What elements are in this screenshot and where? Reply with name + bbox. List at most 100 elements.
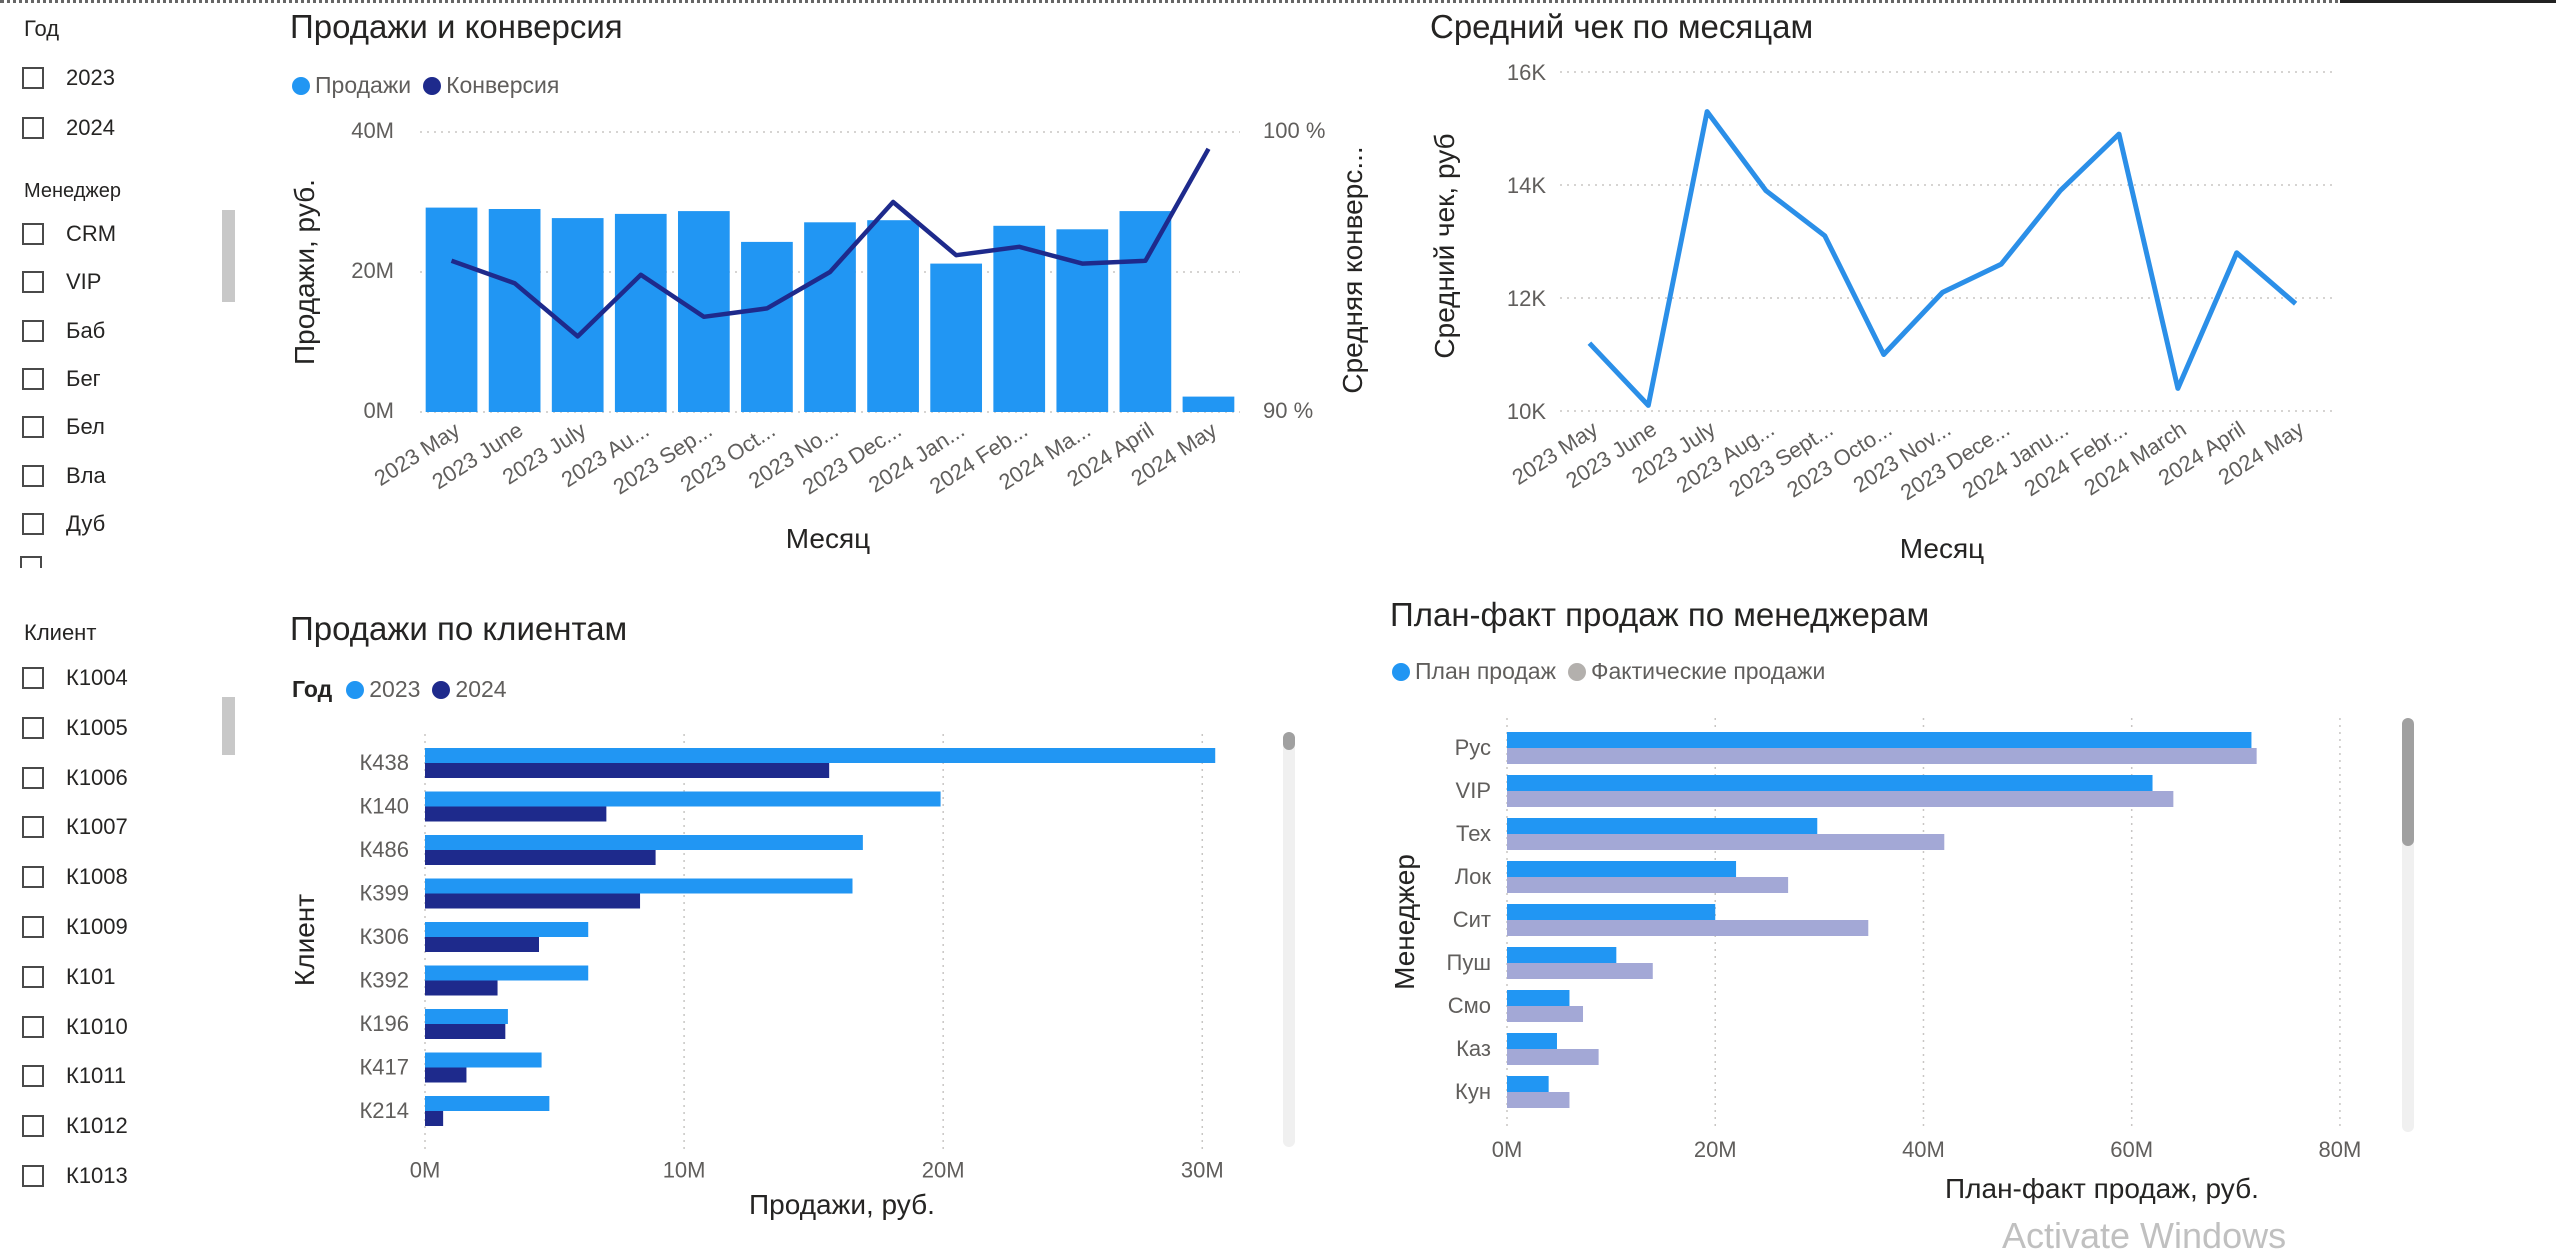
client-slicer-item[interactable]: К1011 bbox=[22, 1060, 126, 1092]
chart1-ylabel: Продажи, руб. bbox=[289, 179, 320, 365]
chart3-ytick: К486 bbox=[359, 837, 409, 862]
chart3-sales-by-client: Клиент Продажи, руб. 0M 10M 20M 30M К438 К140… bbox=[289, 734, 1224, 1220]
manager-slicer-label: Вла bbox=[66, 462, 106, 488]
client-slicer-checkbox[interactable] bbox=[22, 816, 44, 839]
client-slicer-checkbox[interactable] bbox=[22, 716, 44, 739]
manager-slicer-item[interactable]: Бег bbox=[22, 363, 101, 395]
chart3-ytick: К392 bbox=[359, 968, 409, 993]
client-slicer-item[interactable]: К101 bbox=[22, 961, 116, 993]
chart3-bar bbox=[425, 835, 863, 850]
manager-slicer-checkbox[interactable] bbox=[22, 271, 44, 294]
legend-item-plan[interactable]: План продаж bbox=[1392, 658, 1556, 685]
manager-slicer-scrollbar[interactable] bbox=[222, 210, 235, 302]
client-slicer-checkbox[interactable] bbox=[22, 1015, 44, 1038]
client-slicer-checkbox[interactable] bbox=[22, 667, 44, 689]
chart3-xtick: 0M bbox=[410, 1158, 441, 1183]
chart4-ytick: VIP bbox=[1456, 778, 1491, 803]
legend-title-year: Год bbox=[292, 676, 333, 702]
chart4-bar bbox=[1507, 963, 1653, 979]
legend-item-2023[interactable]: 2023 bbox=[346, 676, 420, 703]
client-slicer-item[interactable]: К1005 bbox=[22, 712, 128, 744]
chart1-bar bbox=[1182, 396, 1235, 412]
chart4-ytick: Лок bbox=[1455, 864, 1492, 889]
client-slicer-item[interactable]: К1008 bbox=[22, 861, 128, 893]
chart4-title: План-факт продаж по менеджерам bbox=[1390, 596, 1930, 633]
chart4-bar bbox=[1507, 904, 1716, 920]
manager-slicer-checkbox[interactable] bbox=[22, 512, 44, 535]
manager-slicer-checkbox[interactable] bbox=[22, 464, 44, 487]
client-slicer-checkbox[interactable] bbox=[22, 916, 44, 938]
chart1-conversion-line bbox=[450, 147, 1211, 339]
manager-slicer-item[interactable]: VIP bbox=[22, 266, 101, 298]
legend-dot-2024 bbox=[432, 680, 451, 699]
chart1-bar bbox=[425, 207, 478, 412]
chart3-ytick: К399 bbox=[359, 881, 409, 906]
chart3-xtick: 20M bbox=[922, 1158, 965, 1183]
manager-slicer-label: Дуб bbox=[66, 510, 106, 536]
chart1-xlabel: Месяц bbox=[786, 523, 870, 554]
chart4-scrollbar-thumb[interactable] bbox=[2402, 718, 2414, 846]
client-slicer-item[interactable]: К1012 bbox=[22, 1110, 128, 1142]
manager-slicer-label: Баб bbox=[66, 317, 106, 343]
client-slicer-item[interactable]: К1004 bbox=[22, 662, 128, 694]
manager-slicer-item[interactable]: Бел bbox=[22, 411, 105, 443]
chart3-xlabel: Продажи, руб. bbox=[749, 1189, 935, 1220]
chart3-ytick: К140 bbox=[359, 794, 409, 819]
client-slicer-item[interactable]: К1013 bbox=[22, 1160, 128, 1192]
chart4-bar bbox=[1507, 1076, 1549, 1092]
chart1-bar bbox=[993, 225, 1046, 412]
chart4-bar bbox=[1507, 861, 1737, 877]
chart4-ytick: Сит bbox=[1453, 907, 1491, 932]
client-slicer-checkbox[interactable] bbox=[22, 965, 44, 988]
chart3-ytick: К196 bbox=[359, 1011, 409, 1036]
year-slicer-label: 2023 bbox=[66, 65, 115, 90]
manager-slicer-item[interactable]: CRM bbox=[22, 218, 116, 250]
top-border-right bbox=[2340, 0, 2556, 3]
chart4-bar bbox=[1507, 748, 2257, 764]
manager-slicer-item[interactable]: Баб bbox=[22, 315, 105, 347]
year-slicer-item[interactable]: 2024 bbox=[22, 112, 115, 144]
client-slicer-item[interactable]: К1006 bbox=[22, 762, 128, 794]
chart3-scrollbar-track[interactable] bbox=[1283, 732, 1295, 1147]
manager-slicer-item[interactable]: Дуб bbox=[22, 508, 105, 540]
legend-item-conversion[interactable]: Конверсия bbox=[423, 72, 559, 99]
chart1-bar bbox=[551, 218, 604, 412]
client-slicer-item[interactable]: К1007 bbox=[22, 811, 128, 843]
chart3-ylabel: Клиент bbox=[289, 894, 320, 986]
chart3-bar bbox=[425, 1024, 506, 1039]
manager-slicer-label: CRM bbox=[66, 221, 117, 246]
manager-slicer-label: Бег bbox=[66, 365, 101, 391]
legend-item-2024[interactable]: 2024 bbox=[432, 676, 507, 703]
year-slicer-checkbox[interactable] bbox=[22, 117, 44, 139]
client-slicer-checkbox[interactable] bbox=[22, 1115, 44, 1138]
client-slicer-label: К1007 bbox=[66, 814, 128, 840]
chart3-bar bbox=[425, 791, 941, 807]
chart3-ytick: К438 bbox=[359, 750, 409, 775]
chart4-bar bbox=[1507, 1006, 1584, 1022]
year-slicer-item[interactable]: 2023 bbox=[22, 62, 115, 94]
client-slicer-item[interactable]: К1010 bbox=[22, 1011, 128, 1043]
client-slicer-item[interactable]: К1009 bbox=[22, 911, 128, 943]
client-slicer-checkbox[interactable] bbox=[22, 866, 44, 889]
manager-slicer-checkbox[interactable] bbox=[22, 416, 44, 439]
chart3-scrollbar-thumb[interactable] bbox=[1283, 732, 1295, 750]
manager-slicer-checkbox[interactable] bbox=[22, 223, 44, 245]
chart1-ytick: 20M bbox=[351, 258, 394, 283]
chart4-bar bbox=[1507, 834, 1945, 850]
manager-slicer-item[interactable]: Вла bbox=[22, 460, 106, 492]
manager-slicer-checkbox[interactable] bbox=[22, 319, 44, 342]
manager-slicer-checkbox[interactable] bbox=[22, 367, 44, 390]
chart3-bar bbox=[425, 937, 539, 952]
client-slicer-label: К1009 bbox=[66, 914, 128, 939]
client-slicer-checkbox[interactable] bbox=[22, 1165, 44, 1187]
client-slicer-checkbox[interactable] bbox=[22, 766, 44, 789]
client-slicer-scrollbar[interactable] bbox=[222, 697, 235, 755]
year-slicer-checkbox[interactable] bbox=[22, 67, 44, 89]
client-slicer-label: К1004 bbox=[66, 665, 128, 690]
legend-item-sales[interactable]: Продажи bbox=[292, 72, 411, 99]
manager-slicer-label: Бел bbox=[66, 414, 105, 440]
chart2-avg-check: 16K 14K 12K 10K Средний чек, руб Месяц 2… bbox=[1429, 60, 2335, 564]
year-slicer-title: Год bbox=[24, 16, 60, 41]
legend-item-fact[interactable]: Фактические продажи bbox=[1567, 658, 1825, 685]
client-slicer-checkbox[interactable] bbox=[22, 1065, 44, 1088]
